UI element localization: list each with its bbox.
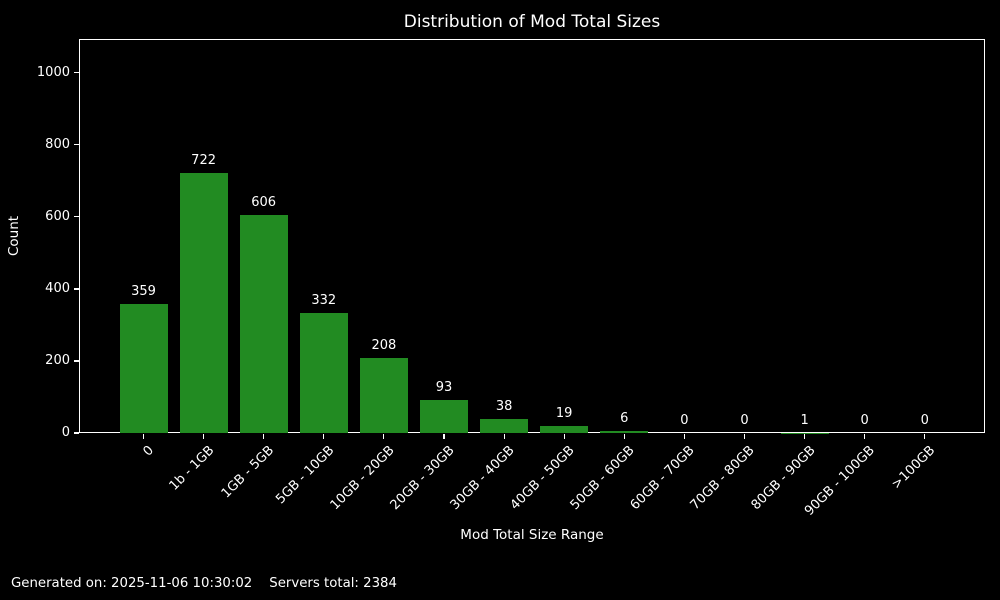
ytick-label-600: 600 <box>45 208 70 224</box>
xtick-mark-4 <box>383 434 385 439</box>
bar-value-label-9: 0 <box>680 413 689 428</box>
bar-value-label-3: 332 <box>311 293 337 309</box>
xtick-mark-3 <box>323 434 325 439</box>
xtick-mark-9 <box>683 434 685 439</box>
bar-value-label-6: 38 <box>495 399 513 415</box>
bar-2 <box>239 214 288 433</box>
xtick-mark-6 <box>503 434 505 439</box>
ytick-label-1000: 1000 <box>36 64 70 80</box>
ytick-mark-400 <box>74 288 79 290</box>
generated-timestamp: Generated on: 2025-11-06 10:30:02 <box>11 576 253 591</box>
ytick-mark-200 <box>74 360 79 362</box>
xtick-mark-7 <box>563 434 565 439</box>
bar-value-label-2: 606 <box>251 194 277 210</box>
bar-value-label-10: 0 <box>740 413 749 428</box>
bar-1 <box>179 172 228 433</box>
ytick-mark-800 <box>74 144 79 146</box>
ytick-mark-600 <box>74 216 79 218</box>
chart-title: Distribution of Mod Total Sizes <box>403 12 661 32</box>
bar-value-label-5: 93 <box>435 379 453 395</box>
plot-area <box>79 39 985 433</box>
bar-value-label-7: 19 <box>555 406 573 422</box>
bar-value-label-4: 208 <box>371 338 397 354</box>
bar-value-label-13: 0 <box>920 413 929 428</box>
ytick-mark-1000 <box>74 72 79 74</box>
y-axis-label: Count <box>6 215 22 257</box>
ytick-label-200: 200 <box>45 352 70 368</box>
servers-total: Servers total: 2384 <box>269 576 397 591</box>
bar-4 <box>359 358 408 433</box>
xtick-mark-2 <box>263 434 265 439</box>
bar-value-label-8: 6 <box>620 410 629 426</box>
bar-6 <box>480 419 529 433</box>
bar-7 <box>540 426 589 433</box>
ytick-label-0: 0 <box>61 425 70 440</box>
bar-5 <box>420 399 468 433</box>
bar-3 <box>299 313 348 433</box>
xtick-mark-1 <box>203 434 205 439</box>
x-axis-label: Mod Total Size Range <box>460 527 604 543</box>
ytick-label-400: 400 <box>45 280 70 296</box>
bar-value-label-0: 359 <box>131 283 156 299</box>
bar-0 <box>119 303 168 433</box>
footer: Generated on: 2025-11-06 10:30:02 Servers… <box>11 576 397 591</box>
bar-8 <box>600 430 649 433</box>
xtick-mark-5 <box>443 434 445 439</box>
xtick-mark-8 <box>623 434 625 439</box>
xtick-mark-0 <box>142 434 145 439</box>
xtick-mark-13 <box>924 434 926 439</box>
xtick-mark-10 <box>743 434 746 439</box>
bar-value-label-11: 1 <box>800 412 809 428</box>
bar-value-label-1: 722 <box>191 152 216 168</box>
xtick-mark-11 <box>804 434 806 439</box>
xtick-mark-12 <box>864 434 866 439</box>
bar-value-label-12: 0 <box>860 413 869 428</box>
ytick-label-800: 800 <box>45 136 70 152</box>
ytick-mark-0 <box>74 432 79 434</box>
